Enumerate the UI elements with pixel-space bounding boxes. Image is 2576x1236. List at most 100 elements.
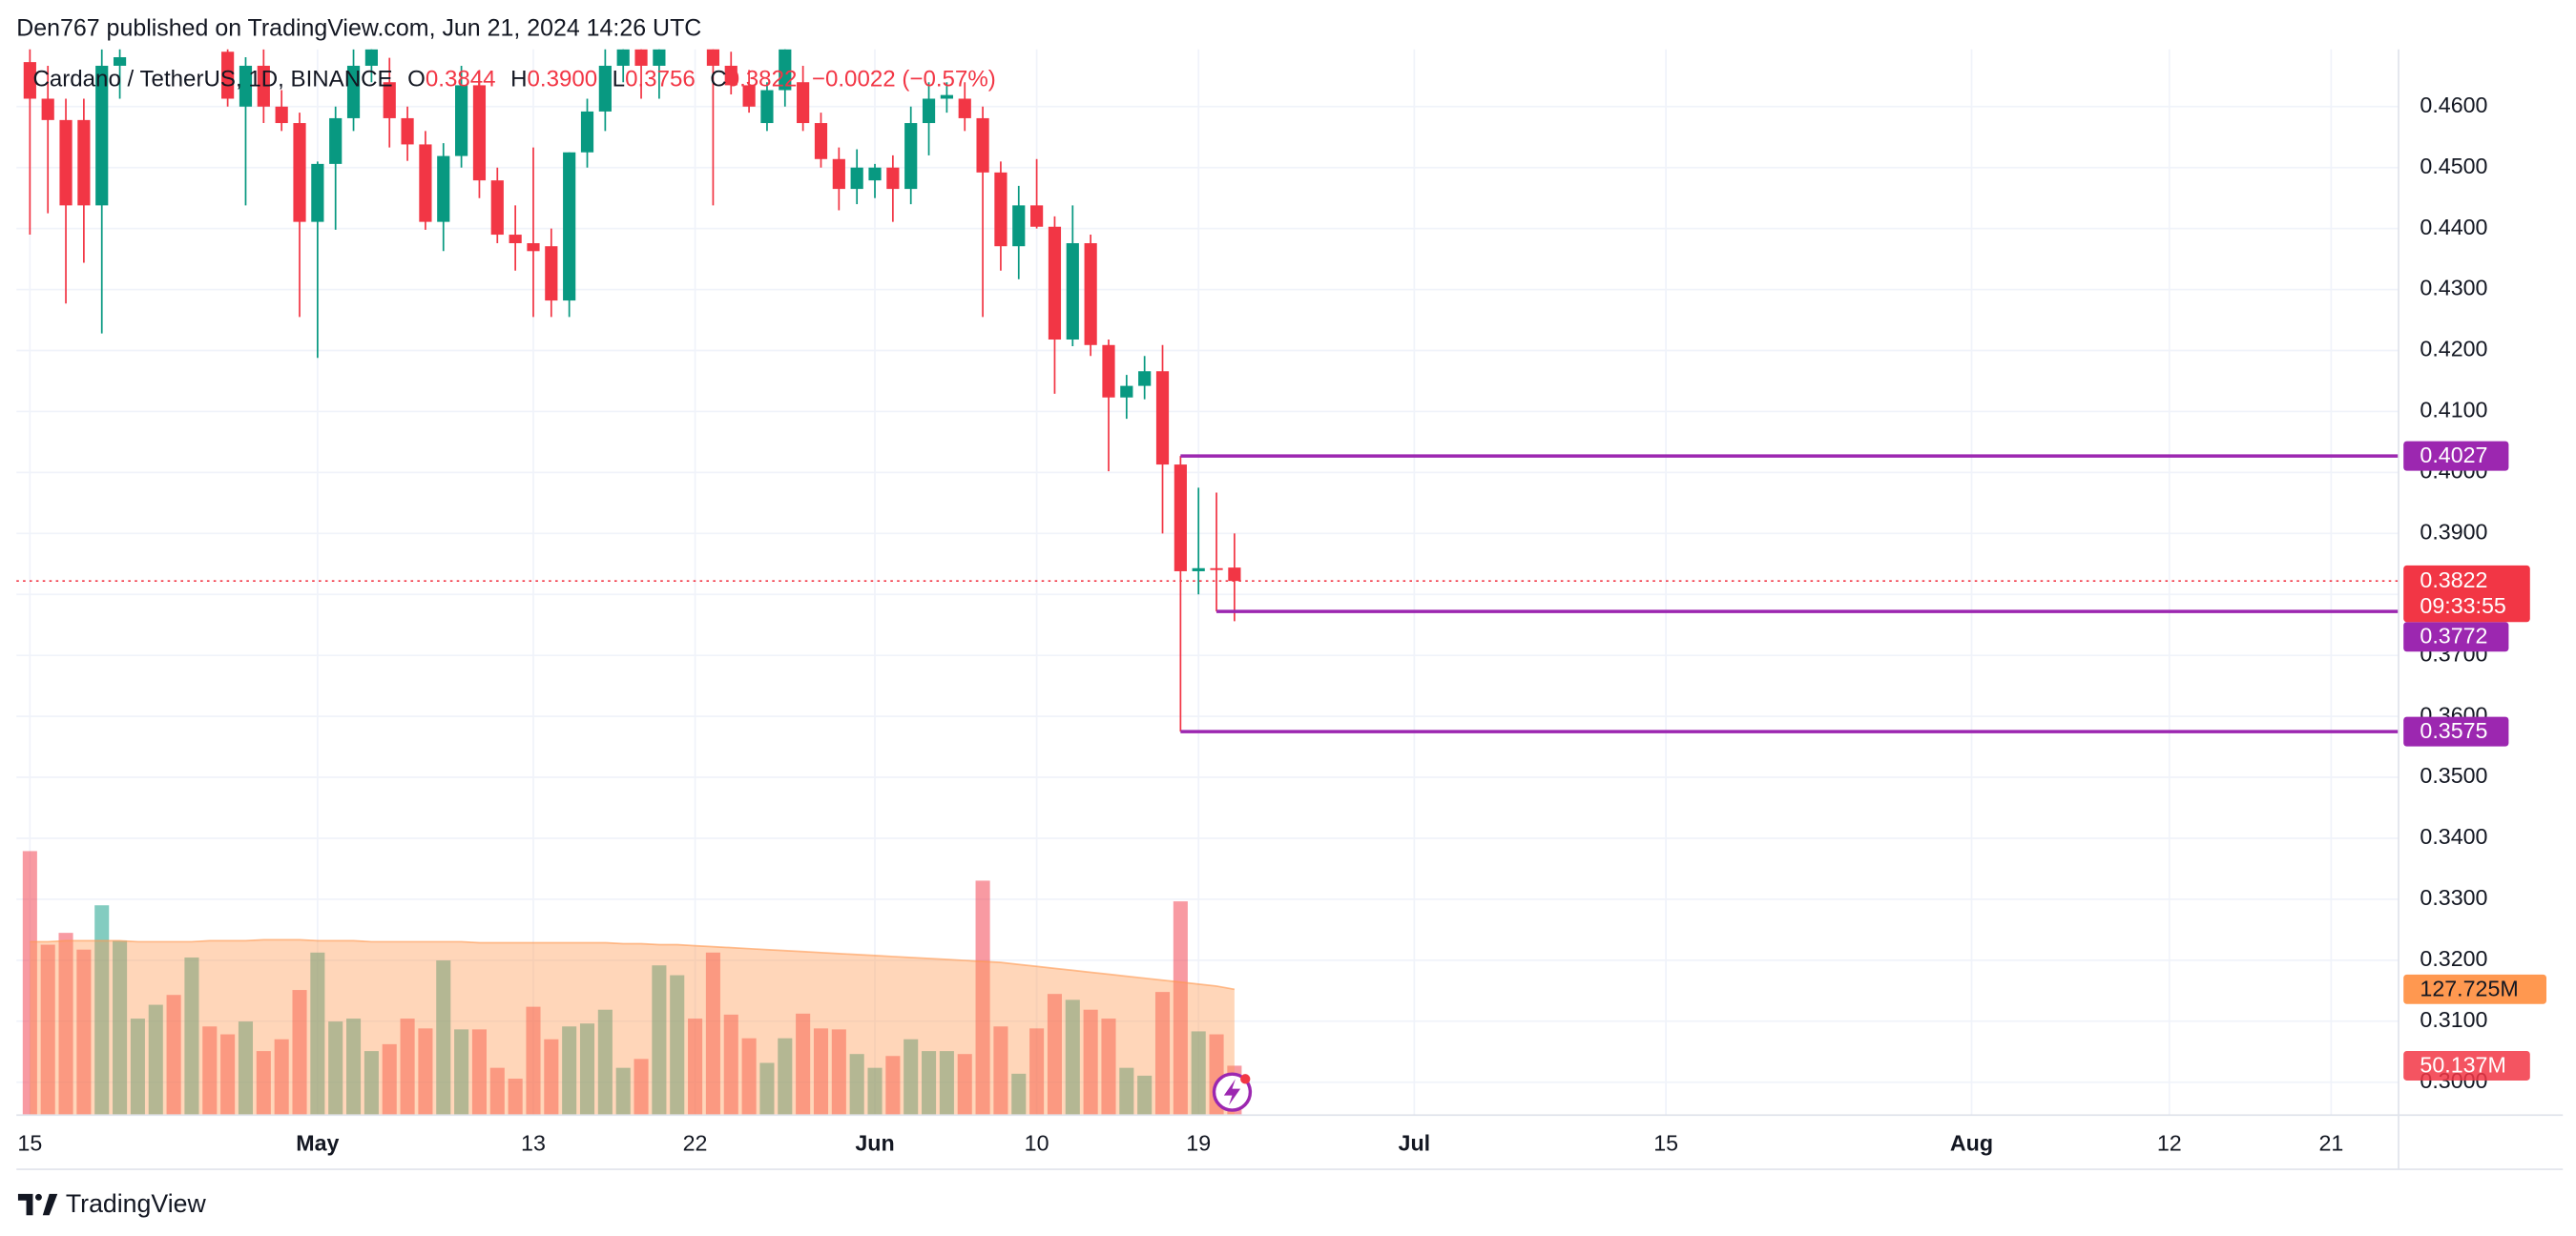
volume-bar	[526, 1006, 541, 1116]
legend-key: O	[407, 67, 426, 93]
candle-body	[779, 49, 792, 91]
volume-bar	[364, 1051, 379, 1116]
candle-body	[1138, 371, 1152, 386]
candle-body	[832, 158, 845, 190]
volume-tag	[2403, 1050, 2530, 1081]
candle-body	[41, 98, 54, 120]
x-tick-label: 22	[683, 1130, 708, 1155]
volume-bar	[975, 880, 990, 1116]
volume-bar	[94, 905, 110, 1116]
volume-ma-tag-label: 127.725M	[2420, 976, 2518, 1000]
grid	[16, 49, 2399, 1116]
candle-body	[904, 123, 918, 190]
candle-body	[580, 111, 594, 153]
candle-body	[940, 94, 953, 99]
candle-body	[868, 167, 882, 181]
candle-body	[437, 155, 450, 222]
y-tick-label: 0.4400	[2420, 215, 2487, 239]
candle-body	[797, 82, 810, 124]
logo-dot	[35, 1193, 42, 1201]
candle-body	[329, 117, 343, 164]
volume-bar	[1065, 999, 1080, 1116]
candle-body	[1012, 205, 1026, 247]
candle-body	[472, 85, 487, 181]
volume-bar	[418, 1028, 433, 1116]
volume-bar	[471, 1029, 487, 1116]
candle-body	[545, 246, 558, 301]
volume-bar	[22, 851, 37, 1116]
candle-body	[257, 65, 270, 107]
volume-bar	[292, 990, 307, 1116]
candle-body	[1210, 567, 1223, 570]
legend-key: H	[510, 67, 527, 93]
candle-body	[419, 144, 432, 222]
legend-value: 0.3822	[727, 67, 798, 93]
candle-body	[401, 117, 414, 145]
candle-body	[239, 65, 253, 107]
volume-bar	[670, 975, 685, 1116]
candle-body	[634, 49, 648, 66]
volume-bar	[634, 1059, 649, 1116]
volume-bar	[579, 1023, 595, 1116]
candle-body	[509, 235, 522, 243]
volume-bar	[1119, 1067, 1134, 1116]
candle-body	[814, 123, 828, 159]
candle-body	[1120, 385, 1133, 398]
candle-body	[1030, 205, 1044, 227]
y-tick-label: 0.4100	[2420, 398, 2487, 422]
candle-body	[221, 52, 235, 99]
volume-bar	[113, 940, 128, 1116]
price-tag-label: 0.3822	[2420, 567, 2487, 592]
legend-value: 0.3844	[426, 67, 496, 93]
y-tick-label: 0.4300	[2420, 276, 2487, 300]
volume-bar	[40, 944, 55, 1116]
volume-bar	[1137, 1075, 1153, 1116]
volume-bar	[813, 1028, 829, 1116]
volume-bar	[1029, 1028, 1045, 1116]
candle-body	[958, 98, 971, 118]
x-tick-label: 19	[1186, 1130, 1211, 1155]
candle-body	[490, 180, 504, 236]
candle-body	[1066, 242, 1079, 340]
x-tick-label: Aug	[1950, 1130, 1993, 1155]
level-tag-label: 0.3575	[2420, 718, 2487, 743]
candle-body	[653, 49, 666, 66]
volume-bar	[778, 1038, 793, 1116]
volume-bar	[831, 1029, 846, 1116]
candle-body	[95, 65, 109, 206]
candle-body	[527, 242, 540, 252]
candle-body	[706, 49, 720, 66]
level-tag-label: 0.4027	[2420, 443, 2487, 467]
y-tick-label: 0.3900	[2420, 519, 2487, 544]
volume-bar	[1154, 992, 1171, 1116]
level-tag	[2403, 622, 2509, 652]
x-tick-label: 21	[2318, 1130, 2343, 1155]
y-tick-label: 0.3200	[2420, 946, 2487, 971]
candle-body	[275, 106, 288, 124]
volume-bar	[346, 1019, 362, 1116]
volume-bar	[220, 1034, 236, 1116]
volume-bar	[310, 952, 325, 1116]
volume-bar	[238, 1021, 254, 1116]
x-tick-label: Jul	[1399, 1130, 1431, 1155]
volume-bar	[454, 1029, 469, 1116]
volume-bar	[544, 1039, 559, 1116]
volume-bar	[759, 1062, 775, 1116]
volume-bar	[562, 1026, 577, 1116]
volume-pane	[22, 851, 1242, 1116]
icon-bolt	[1223, 1079, 1241, 1105]
x-tick-label: 15	[17, 1130, 42, 1155]
volume-bar	[1173, 901, 1188, 1116]
volume-bar	[688, 1019, 703, 1116]
candle-body	[1228, 567, 1241, 582]
volume-bar	[1083, 1009, 1098, 1116]
volume-bar	[400, 1019, 415, 1116]
legend-key: L	[613, 67, 625, 93]
price-tag	[2403, 565, 2530, 623]
candle-body	[59, 119, 73, 206]
volume-bar	[166, 995, 181, 1116]
candle-body	[455, 85, 468, 156]
candle-body	[77, 119, 91, 206]
